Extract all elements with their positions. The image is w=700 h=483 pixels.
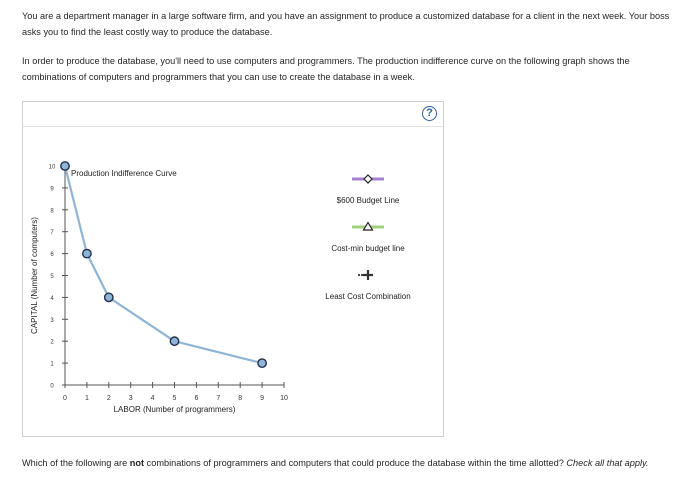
tool-cost-min-budget-line[interactable]: Cost-min budget line bbox=[331, 221, 405, 254]
indifference-curve-line bbox=[63, 165, 263, 365]
y-tick-label: 9 bbox=[50, 186, 54, 192]
x-tick-label: 4 bbox=[151, 395, 155, 402]
question-bold: not bbox=[129, 458, 145, 468]
y-tick-label: 7 bbox=[50, 230, 54, 236]
curve-point[interactable] bbox=[257, 358, 268, 369]
plus-icon bbox=[363, 270, 373, 280]
tool-least-cost-combination[interactable]: Least Cost Combination bbox=[325, 270, 411, 301]
intro-paragraph-2: In order to produce the database, you'll… bbox=[22, 56, 630, 82]
triangle-icon bbox=[362, 221, 374, 231]
question-pre: Which of the following are bbox=[22, 458, 130, 468]
x-axis-label: LABOR (Number of programmers) bbox=[114, 405, 236, 414]
x-tick-label: 9 bbox=[260, 395, 264, 402]
y-tick-label: 8 bbox=[50, 208, 54, 214]
y-tick-label: 5 bbox=[50, 274, 54, 280]
y-axis-label: CAPITAL (Number of computers) bbox=[30, 217, 39, 334]
tool-label: $600 Budget Line bbox=[337, 196, 400, 205]
dot bbox=[357, 273, 361, 277]
x-tick-label: 8 bbox=[238, 395, 242, 402]
x-tick-label: 0 bbox=[63, 395, 67, 402]
curve-point[interactable] bbox=[169, 336, 180, 347]
x-tick-label: 3 bbox=[129, 395, 133, 402]
curve-point[interactable] bbox=[60, 161, 70, 171]
dot bbox=[360, 273, 364, 277]
curve-point[interactable] bbox=[82, 248, 92, 259]
x-tick-label: 7 bbox=[216, 395, 220, 402]
help-icon[interactable]: ? bbox=[422, 106, 437, 121]
x-tick-label: 2 bbox=[107, 395, 111, 402]
curve-label: Production Indifference Curve bbox=[71, 169, 177, 178]
graph-panel: ? 0 1 2 3 4 5 6 7 8 9 10 0 1 2 3 4 5 6 7 8 9 10 LABOR (Number … bbox=[22, 101, 444, 437]
x-tick-label: 5 bbox=[173, 395, 177, 402]
diamond-icon bbox=[363, 174, 373, 184]
y-tick-label: 10 bbox=[49, 165, 56, 171]
x-tick-label: 6 bbox=[194, 395, 198, 402]
question-italic: Check all that apply. bbox=[566, 458, 649, 468]
intro-paragraph-1: You are a department manager in a large … bbox=[22, 11, 670, 37]
tool-600-budget-line[interactable]: $600 Budget Line bbox=[337, 174, 400, 205]
y-tick-label: 0 bbox=[50, 384, 54, 390]
y-tick-label: 4 bbox=[50, 296, 54, 302]
production-chart: 0 1 2 3 4 5 6 7 8 9 10 0 1 2 3 4 5 6 7 8 9 10 LABOR (Number of… bbox=[30, 161, 411, 414]
x-tick-label: 1 bbox=[85, 395, 89, 402]
question-text: Which of the following are not combinati… bbox=[22, 456, 672, 472]
tool-label: Least Cost Combination bbox=[325, 292, 410, 301]
tool-label: Cost-min budget line bbox=[331, 244, 405, 253]
y-tick-label: 1 bbox=[50, 362, 54, 368]
y-tick-label: 3 bbox=[50, 318, 54, 324]
x-tick-label: 10 bbox=[280, 395, 288, 402]
y-tick-label: 6 bbox=[50, 252, 54, 258]
curve-point[interactable] bbox=[103, 292, 114, 303]
question-mid: combinations of programmers and computer… bbox=[144, 458, 567, 468]
y-tick-label: 2 bbox=[50, 340, 54, 346]
panel-toolbar: ? bbox=[23, 102, 443, 127]
